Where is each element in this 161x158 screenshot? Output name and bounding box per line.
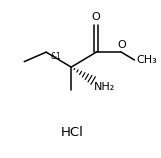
Text: &1: &1 — [50, 52, 61, 61]
Text: O: O — [92, 12, 101, 22]
Text: NH₂: NH₂ — [94, 82, 116, 92]
Text: CH₃: CH₃ — [136, 55, 157, 65]
Text: O: O — [117, 40, 126, 50]
Text: HCl: HCl — [61, 126, 83, 139]
